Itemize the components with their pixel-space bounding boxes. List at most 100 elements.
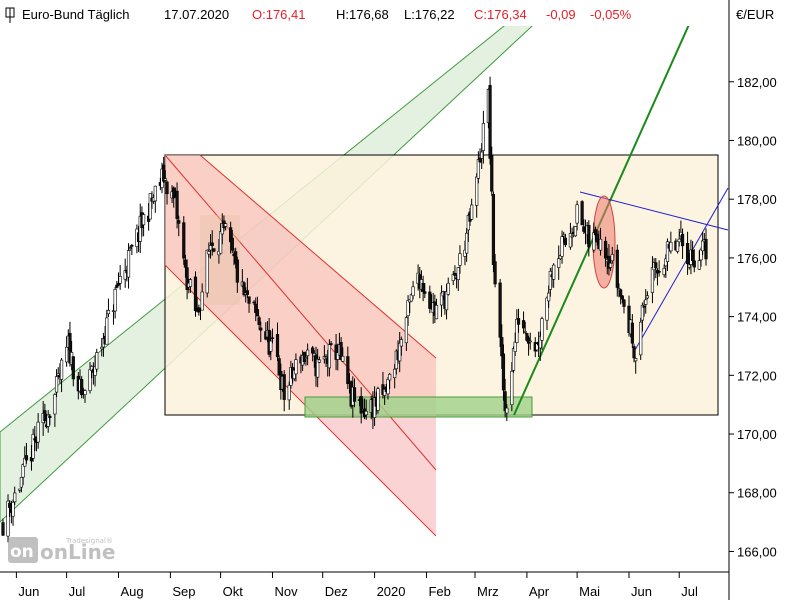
candle-body <box>65 346 69 363</box>
candle-body <box>247 296 251 304</box>
candle-body <box>491 193 496 265</box>
watermark-big-left: on <box>10 542 34 562</box>
candle-body <box>699 249 703 261</box>
candle-body <box>115 284 119 288</box>
candle-body <box>172 187 176 199</box>
candle-body <box>54 376 59 393</box>
x-tick-label: Apr <box>529 584 550 599</box>
candle-body <box>287 384 291 401</box>
x-tick-label: 2020 <box>377 584 406 599</box>
y-tick-label: 170,00 <box>737 427 777 442</box>
candle-body <box>128 247 132 249</box>
candle-body <box>304 357 308 359</box>
y-tick-label: 180,00 <box>737 133 777 148</box>
candle-body <box>570 235 574 238</box>
candle-body <box>53 394 57 415</box>
candle-body <box>255 309 260 317</box>
candle-body <box>252 301 256 304</box>
candle-body <box>165 181 169 195</box>
candle-body <box>480 151 484 159</box>
change-value: -0,09 <box>546 7 576 22</box>
candle-body <box>43 410 47 422</box>
x-tick-label: Aug <box>120 584 143 599</box>
svg-text:Euro-Bund Täglich 17.07.: Euro-Bund Täglich 17.07.2020 O:176,41 H:… <box>22 7 632 22</box>
candle-body <box>269 340 273 352</box>
candle-body <box>411 286 415 297</box>
candle-body <box>311 347 315 354</box>
candle-body <box>665 241 670 262</box>
candle-body <box>669 241 673 252</box>
candle-body <box>677 238 681 243</box>
candle-body <box>406 300 410 316</box>
change-percent: -0,05% <box>590 7 632 22</box>
candle-body <box>257 317 261 325</box>
candle-body <box>36 421 40 443</box>
y-tick-label: 176,00 <box>737 251 777 266</box>
candle-body <box>701 240 705 252</box>
x-tick-label: Jun <box>18 584 39 599</box>
candle-body <box>657 270 661 273</box>
candle-body <box>511 348 516 371</box>
candle-body <box>126 250 131 278</box>
candle-body <box>685 242 690 265</box>
candle-body <box>453 272 457 276</box>
candle-body <box>552 264 556 280</box>
candle-body <box>505 407 509 414</box>
x-tick-label: Okt <box>223 584 244 599</box>
candle-body <box>8 502 12 508</box>
candle-body <box>568 233 573 248</box>
candle-body <box>88 369 92 391</box>
candle-body <box>95 352 99 370</box>
candle-body <box>503 391 507 412</box>
price-axis: 182,00 180,00 178,00 176,00 174,00 172,00 170,… <box>729 75 777 559</box>
tradesignal-watermark: on onLine Tradesignal® <box>8 537 115 564</box>
candle-body <box>230 237 234 251</box>
x-tick-label: Sep <box>172 584 195 599</box>
x-tick-label: Jul <box>69 584 86 599</box>
candle-body <box>306 349 310 356</box>
x-tick-label: Jul <box>681 584 698 599</box>
y-tick-label: 168,00 <box>737 486 777 501</box>
candle-body <box>423 291 427 294</box>
candle-body <box>185 267 189 290</box>
candle-body <box>630 322 634 344</box>
candle-body <box>603 240 608 259</box>
candle-body <box>71 356 75 380</box>
candle-body <box>100 346 104 350</box>
candle-body <box>516 318 521 325</box>
candle-body <box>687 264 691 268</box>
x-tick-label: Dez <box>325 584 348 599</box>
candle-body <box>510 370 514 406</box>
candle-body <box>493 261 497 285</box>
candle-body <box>562 234 566 237</box>
candle-body <box>175 190 179 219</box>
candle-body <box>346 356 350 385</box>
candle-body <box>200 291 204 311</box>
candle-body <box>608 262 613 268</box>
support-zone <box>304 396 533 418</box>
candle-body <box>692 260 696 268</box>
candles <box>1 76 708 543</box>
candle-body <box>575 204 579 224</box>
candle-body <box>177 220 181 224</box>
candle-body <box>294 359 298 375</box>
candle-body <box>465 232 469 254</box>
candle-body <box>615 249 619 288</box>
candle-body <box>393 368 397 379</box>
candle-body <box>547 292 551 302</box>
candle-body <box>270 337 275 340</box>
candle-body <box>580 201 584 226</box>
candle-body <box>142 214 146 226</box>
candle-body <box>521 320 526 329</box>
candle-body <box>592 232 596 251</box>
candle-body <box>632 346 636 359</box>
candle-body <box>598 238 603 251</box>
candle-body <box>302 352 306 363</box>
candle-body <box>560 236 564 257</box>
candle-body <box>212 248 216 252</box>
candle-body <box>13 492 17 503</box>
candle-body <box>404 317 408 344</box>
candle-body <box>316 358 320 378</box>
candle-body <box>19 477 24 488</box>
